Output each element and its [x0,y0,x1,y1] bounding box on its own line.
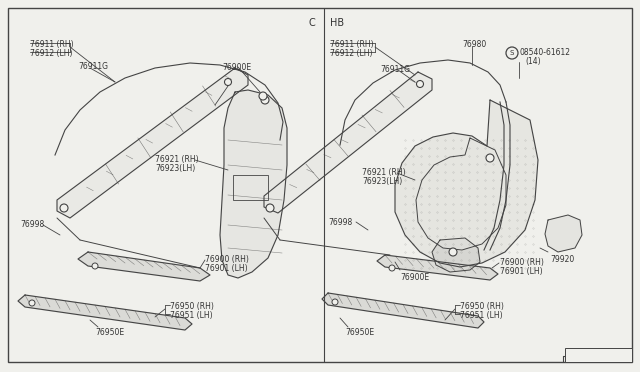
Text: 76951 (LH): 76951 (LH) [170,311,212,320]
Text: HB: HB [330,18,344,28]
Bar [233,175,268,200]
Polygon shape [322,293,484,328]
Circle shape [225,78,232,86]
Text: 08540-61612: 08540-61612 [520,48,571,57]
Text: 76923(LH): 76923(LH) [155,164,195,173]
Polygon shape [416,138,506,250]
Circle shape [389,265,395,271]
Text: S: S [510,50,514,56]
Text: 76921 (RH): 76921 (RH) [155,155,198,164]
Polygon shape [264,72,432,213]
Text: 76900E: 76900E [222,63,251,72]
Circle shape [29,300,35,306]
Circle shape [417,80,424,87]
Circle shape [60,204,68,212]
Circle shape [92,263,98,269]
Circle shape [486,154,494,162]
Text: 76998: 76998 [20,220,44,229]
Polygon shape [432,238,480,272]
Text: 76998: 76998 [328,218,352,227]
Text: 76950 (RH): 76950 (RH) [170,302,214,311]
Text: 76951 (LH): 76951 (LH) [460,311,502,320]
Text: 76950E: 76950E [345,328,374,337]
Polygon shape [78,252,210,281]
Text: 76950E: 76950E [95,328,124,337]
Text: 76923(LH): 76923(LH) [362,177,403,186]
Circle shape [261,96,269,104]
Text: 76900 (RH): 76900 (RH) [205,255,249,264]
Text: 76912 (LH): 76912 (LH) [30,49,72,58]
Polygon shape [377,255,498,280]
Text: 76900 (RH): 76900 (RH) [500,258,544,267]
Text: 76921 (RH): 76921 (RH) [362,168,406,177]
Text: 76911G: 76911G [78,62,108,71]
Text: 76900E: 76900E [400,273,429,282]
Text: 76912 (LH): 76912 (LH) [330,49,372,58]
Text: 76901 (LH): 76901 (LH) [500,267,543,276]
Text: 76911 (RH): 76911 (RH) [330,40,374,49]
Text: 76950 (RH): 76950 (RH) [460,302,504,311]
Text: 79920: 79920 [550,255,574,264]
Text: 76901 (LH): 76901 (LH) [205,264,248,273]
Text: ^769*00 6: ^769*00 6 [568,354,610,363]
Text: 76911G: 76911G [380,65,410,74]
Circle shape [266,204,274,212]
Text: 76911 (RH): 76911 (RH) [30,40,74,49]
Polygon shape [545,215,582,252]
Text: (14): (14) [525,57,541,66]
Polygon shape [395,100,538,267]
Polygon shape [57,68,248,218]
Bar [565,348,632,362]
Circle shape [259,92,267,100]
Circle shape [449,248,457,256]
Polygon shape [18,295,192,330]
Text: C: C [308,18,316,28]
Polygon shape [220,90,287,278]
Text: 76980: 76980 [462,40,486,49]
Circle shape [332,299,338,305]
